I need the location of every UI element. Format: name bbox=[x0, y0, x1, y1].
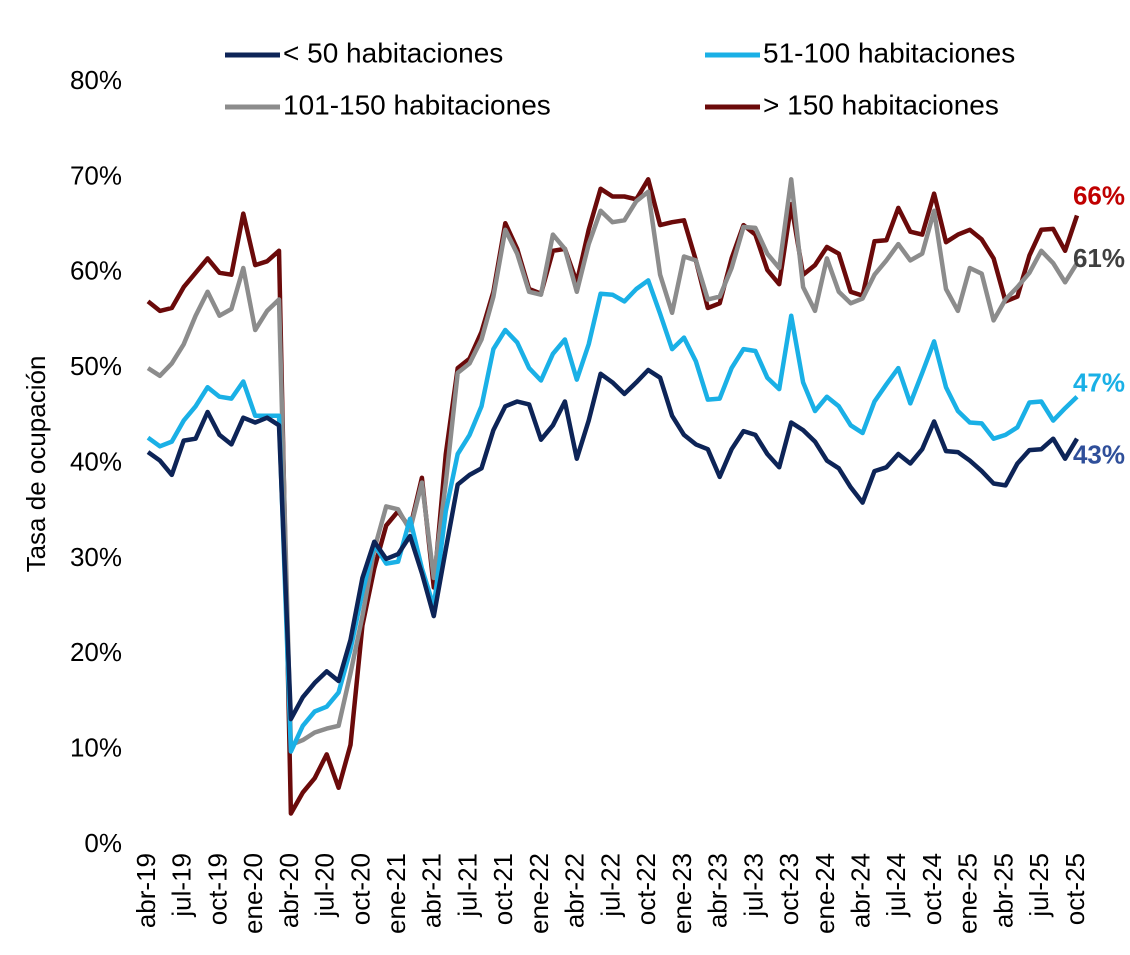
series-line bbox=[146, 177, 1079, 748]
y-tick-label: 20% bbox=[70, 637, 122, 667]
x-tick-label: jul-25 bbox=[1024, 853, 1054, 918]
legend-label: 51-100 habitaciones bbox=[763, 37, 1015, 68]
x-tick-label: abr-25 bbox=[988, 853, 1018, 928]
x-tick-label: oct-24 bbox=[917, 853, 947, 925]
x-tick-label: abr-23 bbox=[703, 853, 733, 928]
legend-label: 101-150 habitaciones bbox=[283, 89, 551, 120]
x-tick-label: ene-25 bbox=[953, 853, 983, 934]
x-tick-label: oct-19 bbox=[202, 853, 232, 925]
data-label: 47% bbox=[1073, 368, 1125, 398]
y-tick-label: 60% bbox=[70, 256, 122, 286]
y-tick-label: 0% bbox=[84, 828, 122, 858]
x-tick-label: oct-25 bbox=[1060, 853, 1090, 925]
x-tick-label: ene-23 bbox=[667, 853, 697, 934]
x-tick-label: jul-19 bbox=[167, 853, 197, 918]
x-tick-label: ene-24 bbox=[810, 853, 840, 934]
x-tick-label: abr-20 bbox=[274, 853, 304, 928]
y-axis-label: Tasa de ocupación bbox=[21, 356, 51, 573]
x-tick-label: oct-22 bbox=[631, 853, 661, 925]
data-label: 66% bbox=[1073, 180, 1125, 210]
x-tick-label: abr-19 bbox=[131, 853, 161, 928]
series-line bbox=[146, 278, 1079, 754]
y-tick-label: 80% bbox=[70, 65, 122, 95]
data-label: 43% bbox=[1073, 440, 1125, 470]
y-tick-label: 10% bbox=[70, 733, 122, 763]
x-tick-label: oct-20 bbox=[345, 853, 375, 925]
x-tick-label: ene-21 bbox=[381, 853, 411, 934]
series-line bbox=[146, 367, 1079, 722]
legend-label: > 150 habitaciones bbox=[763, 89, 999, 120]
series-line bbox=[146, 177, 1080, 816]
x-tick-label: ene-22 bbox=[524, 853, 554, 934]
x-tick-label: ene-20 bbox=[238, 853, 268, 934]
x-tick-label: oct-21 bbox=[488, 853, 518, 925]
x-tick-label: abr-24 bbox=[845, 853, 875, 928]
x-tick-label: jul-21 bbox=[452, 853, 482, 918]
x-tick-label: jul-20 bbox=[310, 853, 340, 918]
y-tick-label: 40% bbox=[70, 446, 122, 476]
y-tick-label: 50% bbox=[70, 351, 122, 381]
y-tick-label: 70% bbox=[70, 160, 122, 190]
x-tick-label: jul-22 bbox=[595, 853, 625, 918]
x-tick-label: oct-23 bbox=[774, 853, 804, 925]
x-tick-label: abr-22 bbox=[560, 853, 590, 928]
x-tick-label: abr-21 bbox=[417, 853, 447, 928]
data-label: 61% bbox=[1073, 243, 1125, 273]
x-tick-label: jul-24 bbox=[881, 853, 911, 918]
legend-label: < 50 habitaciones bbox=[283, 37, 503, 68]
y-tick-label: 30% bbox=[70, 542, 122, 572]
x-tick-label: jul-23 bbox=[738, 853, 768, 918]
